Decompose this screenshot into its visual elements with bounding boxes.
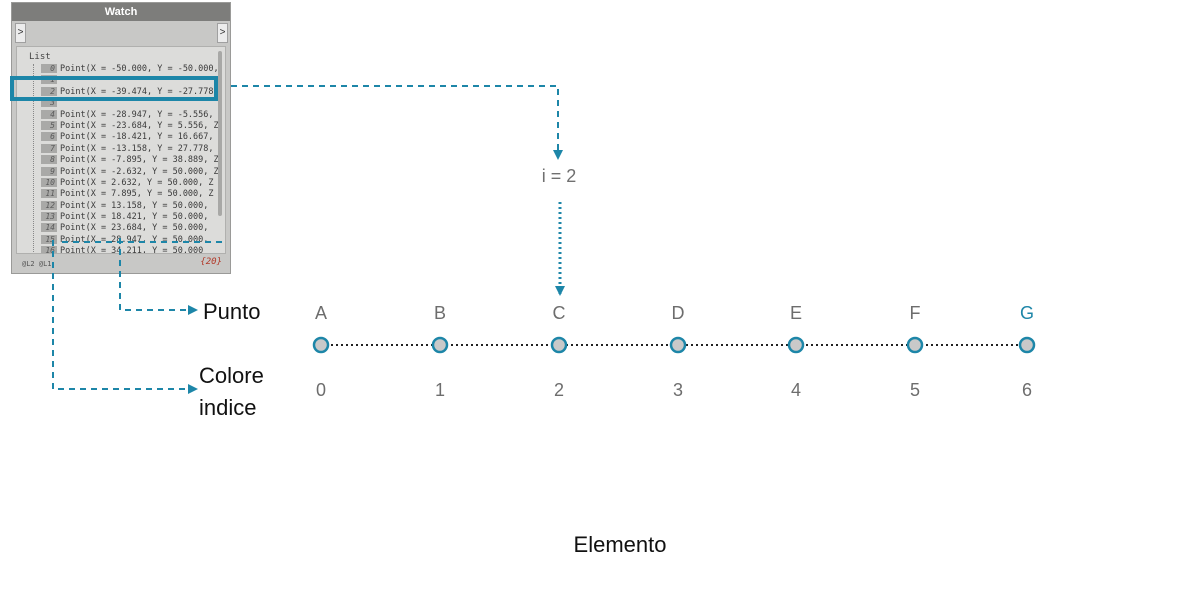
item-index-2: 2 (553, 380, 564, 400)
list-item: 5 Point(X = -23.684, Y = 5.556, Z (41, 120, 219, 132)
watch-list-panel[interactable]: List 0 Point(X = -50.000, Y = -50.000, 1 2 P… (16, 46, 226, 254)
list-item-value: Point(X = 2.632, Y = 50.000, Z (60, 177, 214, 188)
item-letter-a: A (314, 303, 327, 323)
list-item-index: 2 (41, 86, 57, 96)
item-index-0: 0 (315, 380, 326, 400)
item-letter-g: G (1019, 303, 1034, 323)
list-item: 12 Point(X = 13.158, Y = 50.000, (41, 200, 219, 212)
list-item-value: Point(X = -23.684, Y = 5.556, Z (60, 120, 219, 131)
list-item: 4 Point(X = -28.947, Y = -5.556, (41, 109, 219, 121)
list-node-d (669, 336, 687, 354)
list-item: 2 Point(X = -39.474, Y = -27.778, (41, 86, 219, 98)
list-item: 14 Point(X = 23.684, Y = 50.000, (41, 223, 219, 234)
list-node-a (312, 336, 330, 354)
list-item-index: 16 (41, 246, 57, 253)
list-item-index: 0 (41, 64, 57, 73)
list-item-index: 8 (41, 155, 57, 165)
bottom-title: Elemento (573, 532, 667, 557)
list-node-f (906, 336, 924, 354)
list-item-value: Point(X = 23.684, Y = 50.000, (60, 223, 209, 234)
list-item-index: 12 (41, 200, 57, 210)
list-item-value: Point(X = -13.158, Y = 27.778, (60, 143, 214, 154)
list-item-index: 3 (41, 98, 57, 108)
watch-footer: @L2 @L1 {20} (16, 256, 226, 272)
list-item-index: 9 (41, 166, 57, 176)
list-item-index: 14 (41, 223, 57, 233)
list-item: 7 Point(X = -13.158, Y = 27.778, (41, 143, 219, 155)
list-item-value: Point(X = -39.474, Y = -27.778, (60, 86, 219, 97)
item-index-1: 1 (434, 380, 445, 400)
list-item-value: Point(X = -50.000, Y = -50.000, (60, 64, 219, 74)
item-index-4: 4 (790, 380, 801, 400)
watch-rows: 0 Point(X = -50.000, Y = -50.000, 1 2 Point(… (41, 64, 219, 254)
list-item-index: 13 (41, 212, 57, 222)
list-item-index: 15 (41, 234, 57, 244)
item-index-6: 6 (1021, 380, 1032, 400)
list-label: List (29, 52, 51, 62)
index-expression: i = 2 (541, 166, 577, 186)
item-letter-d: D (671, 303, 685, 323)
list-item: 13 Point(X = 18.421, Y = 50.000, (41, 212, 219, 223)
item-index-3: 3 (672, 380, 683, 400)
list-item-value: Point(X = 13.158, Y = 50.000, (60, 200, 209, 211)
list-node-b (431, 336, 449, 354)
item-letter-b: B (433, 303, 446, 323)
list-item: 9 Point(X = -2.632, Y = 50.000, Z (41, 166, 219, 178)
item-index-5: 5 (909, 380, 920, 400)
punto-label: Punto (203, 299, 261, 324)
list-item: 0 Point(X = -50.000, Y = -50.000, (41, 64, 219, 75)
list-item: 6 Point(X = -18.421, Y = 16.667, (41, 132, 219, 143)
list-item-value: Point(X = 28.947, Y = 50.000, (60, 234, 209, 245)
arrow-to-punto (119, 238, 198, 315)
list-node-c (550, 336, 568, 354)
watch-title: Watch (12, 3, 230, 21)
list-node-e (787, 336, 805, 354)
input-port[interactable]: > (15, 23, 26, 43)
list-item: 16 Point(X = 34.211, Y = 50.000 (41, 246, 219, 254)
list-item: 15 Point(X = 28.947, Y = 50.000, (41, 234, 219, 246)
arrow-row-to-index (231, 85, 563, 160)
list-item-index: 4 (41, 109, 57, 119)
list-item-value: Point(X = -2.632, Y = 50.000, Z (60, 166, 219, 177)
list-item-index: 6 (41, 132, 57, 142)
indice-label: indice (199, 395, 257, 420)
watch-node[interactable]: Watch > > List 0 Point(X = -50.000, Y = -… (11, 2, 231, 274)
item-letter-e: E (789, 303, 802, 323)
list-item-value: Point(X = -18.421, Y = 16.667, (60, 132, 214, 143)
list-item-index: 7 (41, 143, 57, 153)
list-node-g (1018, 336, 1036, 354)
list-nodes (312, 336, 1036, 354)
list-item-index: 11 (41, 189, 57, 199)
tree-line (33, 64, 35, 253)
list-item-value: Point(X = 7.895, Y = 50.000, Z (60, 189, 214, 200)
list-item-index: 10 (41, 177, 57, 187)
item-count: {20} (200, 257, 222, 267)
list-item-value: Point(X = -28.947, Y = -5.556, (60, 109, 214, 120)
colore-label: Colore (199, 363, 264, 388)
list-item: 8 Point(X = -7.895, Y = 38.889, Z (41, 155, 219, 166)
list-levels: @L2 @L1 (22, 260, 52, 268)
item-letter-c: C (552, 303, 566, 323)
list-item-value: Point(X = 18.421, Y = 50.000, (60, 212, 209, 223)
scrollbar[interactable] (218, 51, 222, 216)
list-item-value: Point(X = -7.895, Y = 38.889, Z (60, 155, 219, 166)
list-item-value: Point(X = 34.211, Y = 50.000 (60, 246, 204, 254)
item-letter-f: F (909, 303, 921, 323)
list-item: 11 Point(X = 7.895, Y = 50.000, Z (41, 189, 219, 200)
selected-row-highlight (10, 76, 218, 101)
arrow-to-colore-indice (52, 240, 198, 394)
list-item: 10 Point(X = 2.632, Y = 50.000, Z (41, 177, 219, 189)
output-port[interactable]: > (217, 23, 228, 43)
list-item: 3 (41, 98, 219, 109)
list-item-index: 5 (41, 120, 57, 130)
